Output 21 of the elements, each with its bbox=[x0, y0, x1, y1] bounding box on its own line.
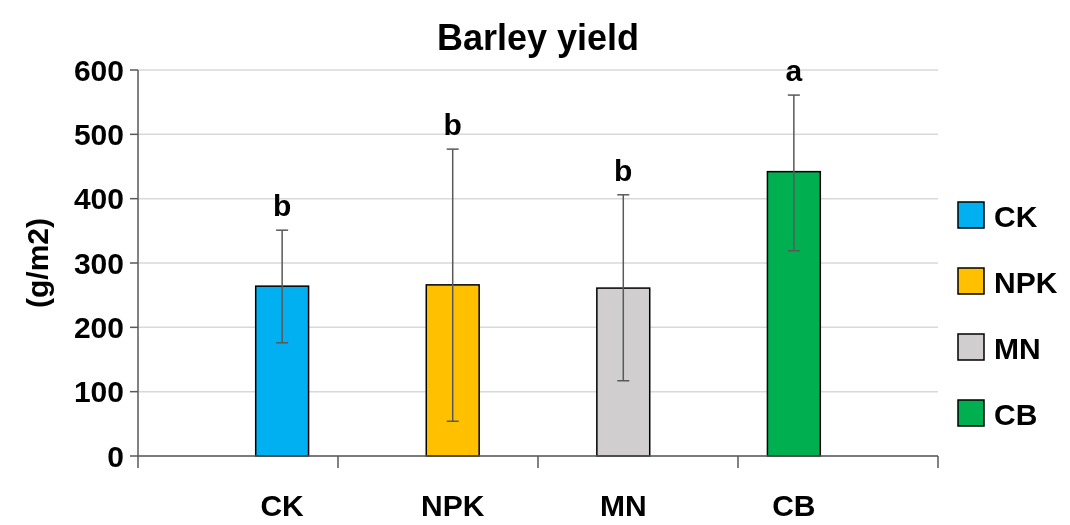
annotation: a bbox=[785, 54, 803, 88]
x-tick-label: CB bbox=[772, 489, 816, 522]
y-axis-title: (g/m2) bbox=[21, 218, 54, 308]
legend-label: NPK bbox=[994, 265, 1058, 299]
x-tick-label: CK bbox=[260, 489, 305, 522]
legend-label: CB bbox=[994, 397, 1038, 431]
annotation: b bbox=[614, 153, 633, 187]
chart-title: Barley yield bbox=[436, 17, 640, 58]
x-tick-label: NPK bbox=[421, 489, 485, 522]
x-tick-label: MN bbox=[599, 489, 647, 522]
y-tick-label: 0 bbox=[107, 439, 124, 473]
legend-label: CK bbox=[994, 199, 1038, 233]
y-tick-label: 200 bbox=[73, 310, 124, 344]
y-tick-label: 400 bbox=[73, 182, 124, 216]
annotation: b bbox=[443, 108, 462, 142]
y-tick-label: 100 bbox=[73, 375, 124, 409]
y-tick-label: 500 bbox=[73, 117, 124, 151]
y-tick-label: 600 bbox=[73, 53, 124, 87]
annotation: b bbox=[272, 189, 292, 223]
y-tick-label: 300 bbox=[73, 246, 124, 280]
legend-label: MN bbox=[994, 331, 1041, 365]
